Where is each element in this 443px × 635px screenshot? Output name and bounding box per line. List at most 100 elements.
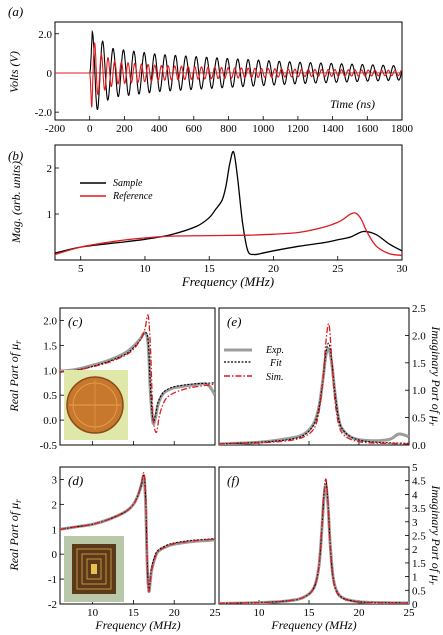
panel-b-label: (b) [8, 148, 23, 163]
panel-a: -200 0 200 400 600 800 1000 1200 1400 1600 1800 2.0… [7, 4, 414, 135]
panel-b-ytick-label: 2 [47, 163, 53, 175]
panel-c: -0.5 0.0 0.5 1.0 1.5 2.0 (c) Real Part of μr [7, 307, 216, 452]
panel-b-xtick-label: 15 [204, 263, 216, 275]
legend-sample-label: Sample [113, 178, 143, 189]
legend-reference-label: Reference [112, 191, 153, 202]
panel-f: 10 15 20 250 0.51 1.5 22.5 3 3.5 44.5 5 (f) Imagin… [218, 462, 443, 632]
panel-d-ytick-label: 3 [52, 474, 58, 486]
panel-c-series-dash [60, 332, 215, 423]
panel-f-series-gray [219, 484, 409, 604]
panel-c-ytick-label: 1.5 [43, 340, 57, 352]
panel-f-ytick-label: 5 [412, 462, 418, 474]
panel-f-ytick-label: 0 [412, 599, 418, 611]
legend-exp-label: Exp. [265, 345, 284, 356]
panel-d-ytick-label: 0 [52, 549, 58, 561]
legend-sim-label: Sim. [266, 372, 284, 383]
panel-f-xtick-label: 25 [404, 607, 416, 619]
panel-e-ytick-label: 2.5 [412, 303, 426, 315]
panel-c-frame [59, 307, 216, 446]
panel-d-series-dash [60, 473, 215, 590]
panel-a-xtick-label: 400 [151, 123, 168, 135]
panel-a-xtick-label: 800 [220, 123, 237, 135]
panel-b-xtick-label: 10 [139, 263, 151, 275]
panel-f-ytick-label: 2 [412, 544, 418, 556]
panel-f-ytick-label: 4.5 [412, 476, 426, 488]
legend-fit-label: Fit [269, 358, 282, 369]
panel-d-label: (d) [68, 473, 83, 488]
panel-d-xtick-label: 10 [87, 607, 99, 619]
panel-a-ytick-label: 0 [47, 68, 53, 80]
panel-c-label: (c) [68, 314, 82, 329]
panel-f-series-red [219, 478, 409, 604]
panel-c-ytick-label: 0.0 [43, 415, 57, 427]
panel-b-series-sample [55, 150, 402, 256]
panel-d-xtick-label: 15 [128, 607, 140, 619]
panel-a-ytick-label: 2.0 [38, 29, 52, 41]
panel-c-ytick-label: 0.5 [43, 390, 57, 402]
panel-a-xtick-label: 1400 [322, 123, 345, 135]
panel-f-ylabel: Imaginary Part of μr [427, 484, 443, 585]
panel-e-series-fit [219, 342, 409, 445]
panel-f-xlabel: Frequency (MHz) [270, 618, 356, 632]
panel-e-series-sim [219, 323, 409, 445]
panel-a-xtick-label: 1200 [287, 123, 310, 135]
panel-f-ytick-label: 3.5 [412, 503, 426, 515]
panel-a-ylabel: Volts (V) [7, 51, 21, 93]
square-sample-photo [64, 536, 124, 602]
panel-a-ytick-label: -2.0 [35, 107, 53, 119]
panel-f-ytick-label: 1.5 [412, 558, 426, 570]
panel-a-series-black [55, 29, 402, 110]
panel-b-series-reference [55, 212, 402, 257]
panel-b-xtick-label: 20 [268, 263, 280, 275]
panel-b-xlabel: Frequency (MHz) [181, 274, 274, 289]
panel-e-series-exp [219, 346, 409, 445]
panel-b-ylabel: Mag. (arb. units) [9, 161, 23, 244]
panel-f-ytick-label: 1 [412, 572, 418, 584]
panel-d-series-red [60, 472, 215, 593]
panel-e-frame [218, 307, 410, 446]
panel-d-frame [59, 466, 216, 605]
panel-b-ytick-label: 1 [47, 209, 53, 221]
panel-d-xlabel: Frequency (MHz) [94, 618, 180, 632]
panel-f-xtick-label: 20 [354, 607, 366, 619]
panel-b-xtick-label: 30 [397, 263, 409, 275]
panel-d: 10 15 20 25 -2 -1 0 1 2 3 (d) Real Part of μr Fre… [7, 466, 222, 632]
panel-e-ytick-label: 1.5 [412, 358, 426, 370]
panel-e-ytick-label: 0.0 [412, 440, 426, 452]
panel-f-label: (f) [227, 473, 239, 488]
panel-b-xtick-label: 5 [78, 263, 84, 275]
panel-e: 0.0 0.5 1.0 1.5 2.0 2.5 (e) Imaginary Part of… [218, 303, 443, 452]
panel-a-xtick-label: 1600 [356, 123, 379, 135]
panel-a-xtick-label: 1000 [252, 123, 275, 135]
panel-a-xtick-label: 200 [116, 123, 133, 135]
panel-d-ytick-label: 1 [52, 524, 58, 536]
panel-e-ytick-label: 1.0 [412, 385, 426, 397]
panel-f-xtick-label: 15 [304, 607, 316, 619]
panel-f-xtick-label: 10 [254, 607, 266, 619]
panel-a-xtick-label: 1800 [391, 123, 414, 135]
panel-b-frame [54, 144, 403, 261]
panel-f-ytick-label: 0.5 [412, 585, 426, 597]
panel-a-xtick-label: 0 [87, 123, 93, 135]
panel-a-xtick-label: -200 [45, 123, 66, 135]
panel-c-ylabel: Real Part of μr [7, 340, 23, 413]
panel-a-series-red [55, 42, 402, 108]
panel-d-ylabel: Real Part of μr [7, 499, 23, 572]
panel-c-ytick-label: 2.0 [43, 315, 57, 327]
panel-a-label: (a) [8, 4, 23, 19]
panel-d-xtick-label: 20 [169, 607, 181, 619]
panel-c-ytick-label: 1.0 [43, 365, 57, 377]
panel-d-ytick-label: 2 [52, 499, 58, 511]
panel-e-ytick-label: 2.0 [412, 330, 426, 342]
panel-f-ytick-label: 3 [412, 517, 418, 529]
panel-e-label: (e) [227, 314, 241, 329]
panel-a-xlabel: Time (ns) [330, 97, 375, 111]
panel-a-xtick-label: 600 [186, 123, 203, 135]
panel-d-ytick-label: -1 [48, 574, 57, 586]
panel-c-ytick-label: -0.5 [40, 440, 58, 452]
panel-d-xtick-label: 25 [210, 607, 222, 619]
panel-f-ytick-label: 4 [412, 489, 418, 501]
panel-b: 5 10 15 20 25 30 1 2 (b) Frequency (MHz) Mag. (… [8, 144, 409, 289]
panel-b-xtick-label: 25 [332, 263, 344, 275]
